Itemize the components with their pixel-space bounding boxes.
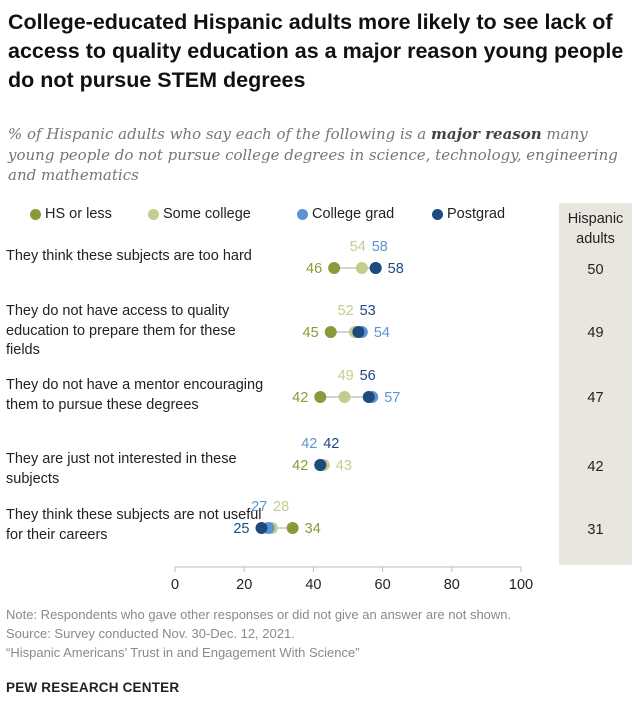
x-tick-label: 60 [375,577,391,593]
legend-item-college-grad: College grad [297,206,394,222]
subtitle-text: % of Hispanic adults who say each of the… [8,125,431,143]
data-label-postgrad: 53 [360,303,376,319]
data-label-hs-or-less: 42 [292,390,308,406]
data-label-postgrad: 25 [233,521,249,537]
footer-note: Note: Respondents who gave other respons… [6,607,512,622]
dot-hs-or-less [328,262,341,274]
data-label-postgrad: 58 [388,261,404,277]
x-tick-label: 20 [236,577,252,593]
row-label: They think these subjects are too hard [6,248,252,264]
data-label-some-college: 43 [336,458,352,474]
data-label-some-college: 49 [338,368,354,384]
legend-dot-icon [297,208,308,220]
legend-dot-icon [432,208,443,220]
x-tick-label: 40 [305,577,321,593]
x-tick-label: 80 [444,577,460,593]
legend-dot-icon [148,208,159,220]
data-label-some-college: 28 [273,499,289,515]
dot-postgrad [362,391,375,403]
row-label: They are just not interested in these su… [6,451,237,487]
data-label-hs-or-less: 46 [306,261,322,277]
legend-dot-icon [30,208,41,220]
legend-item-postgrad: Postgrad [432,206,505,222]
dot-hs-or-less [324,326,337,338]
data-label-college-grad: 42 [301,436,317,452]
dot-hs-or-less [286,522,299,534]
legend-label: Postgrad [447,206,506,222]
dot-postgrad [255,522,268,534]
subtitle-text-end: many young people do not pursue college … [8,125,618,184]
legend-item-some-college: Some college [148,206,251,222]
hispanic-adults-value: 42 [587,459,604,475]
x-tick-label: 100 [509,577,533,593]
dot-some-college [355,262,368,274]
hispanic-adults-value: 47 [587,390,604,406]
data-label-college-grad: 27 [251,499,267,515]
subtitle-emphasis: major reason [430,125,542,143]
chart-title: College-educated Hispanic adults more li… [8,10,624,92]
data-label-hs-or-less: 42 [292,458,308,474]
data-label-some-college: 52 [338,303,354,319]
hispanic-adults-value: 49 [587,325,604,341]
brand-logo-text: PEW RESEARCH CENTER [6,680,180,695]
row-label: They think these subjects are not useful… [6,507,262,543]
data-label-college-grad: 54 [374,325,390,341]
legend-label: HS or less [45,206,112,222]
hispanic-adults-value: 50 [587,262,604,278]
legend-item-hs-or-less: HS or less [30,206,112,222]
dot-postgrad [314,459,327,471]
legend-label: College grad [312,206,395,222]
row-label: They do not have a mentor encouraging th… [6,377,264,413]
dot-postgrad [369,262,382,274]
legend-label: Some college [163,206,251,222]
dot-postgrad [352,326,365,338]
data-label-some-college: 54 [350,239,366,255]
chart-subtitle: % of Hispanic adults who say each of the… [8,124,628,186]
hispanic-adults-column: Hispanic adults 50 49 47 42 31 [559,203,632,565]
data-label-college-grad: 57 [384,390,400,406]
data-label-college-grad: 58 [372,239,388,255]
data-label-hs-or-less: 34 [305,521,321,537]
hispanic-adults-header: Hispanic adults [567,211,624,247]
row-label: They do not have access to quality educa… [6,303,236,358]
dot-some-college [338,391,351,403]
dot-hs-or-less [314,391,327,403]
footer-report: “Hispanic Americans’ Trust in and Engage… [6,645,360,660]
hispanic-adults-value: 31 [587,522,604,538]
footer-source: Source: Survey conducted Nov. 30-Dec. 12… [6,626,295,641]
data-label-postgrad: 42 [323,436,339,452]
data-label-hs-or-less: 45 [303,325,319,341]
data-label-postgrad: 56 [360,368,376,384]
x-tick-label: 0 [171,577,179,593]
